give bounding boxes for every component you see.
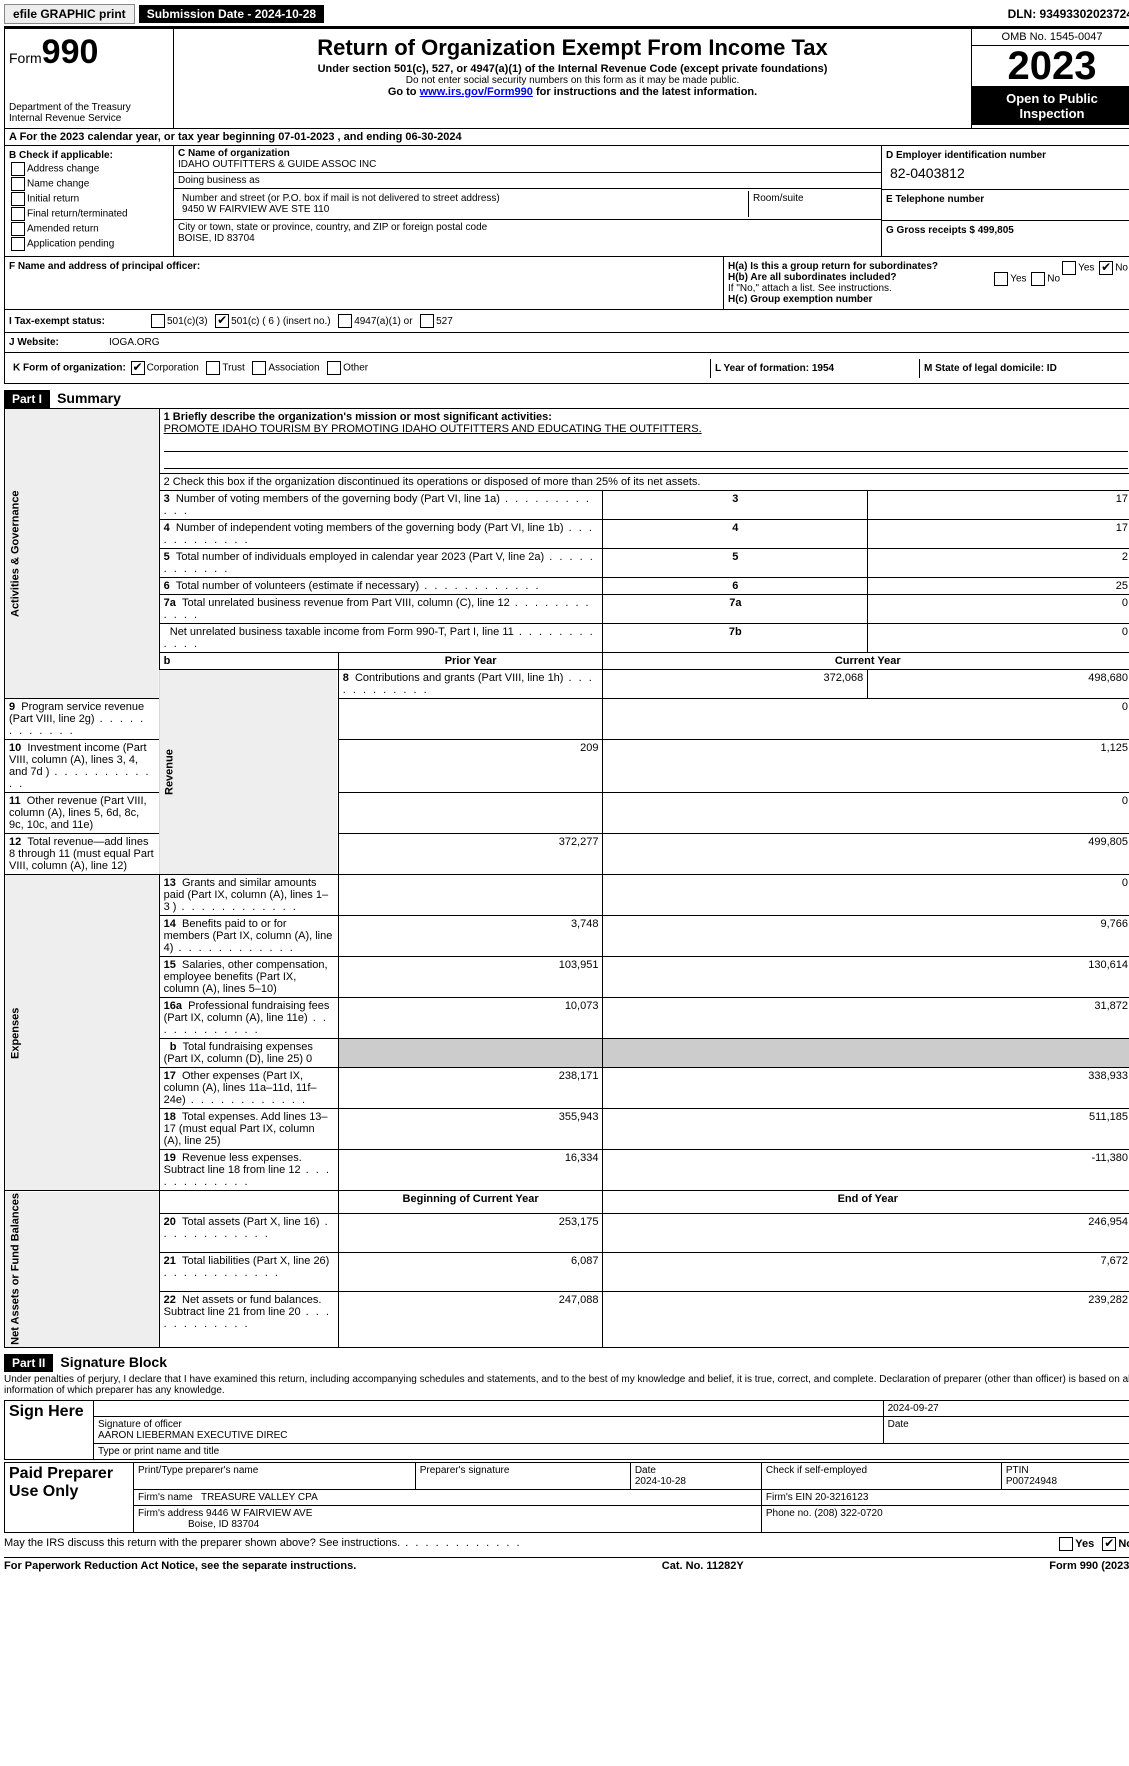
irs-link[interactable]: www.irs.gov/Form990 bbox=[420, 86, 533, 98]
gov-row: 3 Number of voting members of the govern… bbox=[5, 491, 1129, 520]
firm-name: TREASURE VALLEY CPA bbox=[201, 1492, 318, 1503]
penalty-statement: Under penalties of perjury, I declare th… bbox=[4, 1372, 1129, 1398]
box-d: D Employer identification number 82-0403… bbox=[881, 146, 1129, 256]
summary-table: Activities & Governance 1 Briefly descri… bbox=[4, 408, 1129, 1348]
department: Department of the Treasury Internal Reve… bbox=[9, 102, 169, 124]
state-domicile: M State of legal domicile: ID bbox=[919, 359, 1128, 378]
gov-row: 6 Total number of volunteers (estimate i… bbox=[5, 578, 1129, 595]
gov-row: 5 Total number of individuals employed i… bbox=[5, 549, 1129, 578]
org-city: BOISE, ID 83704 bbox=[178, 233, 877, 244]
form-subtitle: Under section 501(c), 527, or 4947(a)(1)… bbox=[178, 63, 967, 75]
tax-exempt-status: I Tax-exempt status: 501(c)(3) 501(c) ( … bbox=[4, 310, 1129, 333]
side-revenue: Revenue bbox=[159, 670, 338, 875]
box-f-h: F Name and address of principal officer:… bbox=[4, 257, 1129, 310]
firm-phone: (208) 322-0720 bbox=[814, 1508, 882, 1519]
preparer-block: Paid Preparer Use Only Print/Type prepar… bbox=[4, 1462, 1129, 1533]
row-k: K Form of organization: Corporation Trus… bbox=[4, 353, 1129, 384]
officer-name: AARON LIEBERMAN EXECUTIVE DIREC bbox=[98, 1430, 287, 1441]
side-expenses: Expenses bbox=[5, 875, 160, 1191]
form-header: Form990 Department of the Treasury Inter… bbox=[4, 28, 1129, 129]
discuss-row: May the IRS discuss this return with the… bbox=[4, 1533, 1129, 1553]
footer: For Paperwork Reduction Act Notice, see … bbox=[4, 1557, 1129, 1572]
part1-title: Summary bbox=[57, 390, 121, 406]
year-formation: L Year of formation: 1954 bbox=[710, 359, 919, 378]
form-title: Return of Organization Exempt From Incom… bbox=[178, 35, 967, 61]
part2-header: Part II bbox=[4, 1354, 53, 1372]
efile-button[interactable]: efile GRAPHIC print bbox=[4, 4, 135, 24]
org-name: IDAHO OUTFITTERS & GUIDE ASSOC INC bbox=[178, 159, 877, 170]
row-a-tax-year: A For the 2023 calendar year, or tax yea… bbox=[4, 129, 1129, 146]
dln: DLN: 93493302023724 bbox=[1008, 7, 1129, 21]
ein: 82-0403812 bbox=[886, 161, 1128, 185]
ssn-note: Do not enter social security numbers on … bbox=[178, 75, 967, 86]
mission: PROMOTE IDAHO TOURISM BY PROMOTING IDAHO… bbox=[164, 423, 1128, 435]
open-public: Open to Public Inspection bbox=[972, 87, 1129, 125]
gov-row: 7a Total unrelated business revenue from… bbox=[5, 595, 1129, 624]
part2-title: Signature Block bbox=[60, 1354, 167, 1370]
goto-note: Go to www.irs.gov/Form990 for instructio… bbox=[178, 86, 967, 98]
form-number: Form990 bbox=[9, 33, 169, 72]
gov-row: 4 Number of independent voting members o… bbox=[5, 520, 1129, 549]
website-row: J Website: IOGA.ORG bbox=[4, 333, 1129, 353]
firm-ein: 20-3216123 bbox=[815, 1492, 868, 1503]
entity-block: B Check if applicable: Address change Na… bbox=[4, 146, 1129, 257]
part1-header: Part I bbox=[4, 390, 50, 408]
gross-receipts: G Gross receipts $ 499,805 bbox=[886, 225, 1128, 236]
gov-row: Net unrelated business taxable income fr… bbox=[5, 624, 1129, 653]
org-address: 9450 W FAIRVIEW AVE STE 110 bbox=[182, 204, 744, 215]
tax-year: 2023 bbox=[972, 46, 1129, 87]
website-value: IOGA.ORG bbox=[109, 337, 160, 348]
box-b: B Check if applicable: Address change Na… bbox=[5, 146, 174, 256]
side-netassets: Net Assets or Fund Balances bbox=[5, 1191, 160, 1348]
top-bar: efile GRAPHIC print Submission Date - 20… bbox=[4, 4, 1129, 28]
side-governance: Activities & Governance bbox=[5, 409, 160, 699]
submission-date: Submission Date - 2024-10-28 bbox=[139, 5, 324, 23]
sign-block: Sign Here 2024-09-27 Signature of office… bbox=[4, 1400, 1129, 1460]
box-c: C Name of organization IDAHO OUTFITTERS … bbox=[174, 146, 881, 256]
ptin: P00724948 bbox=[1006, 1476, 1057, 1487]
